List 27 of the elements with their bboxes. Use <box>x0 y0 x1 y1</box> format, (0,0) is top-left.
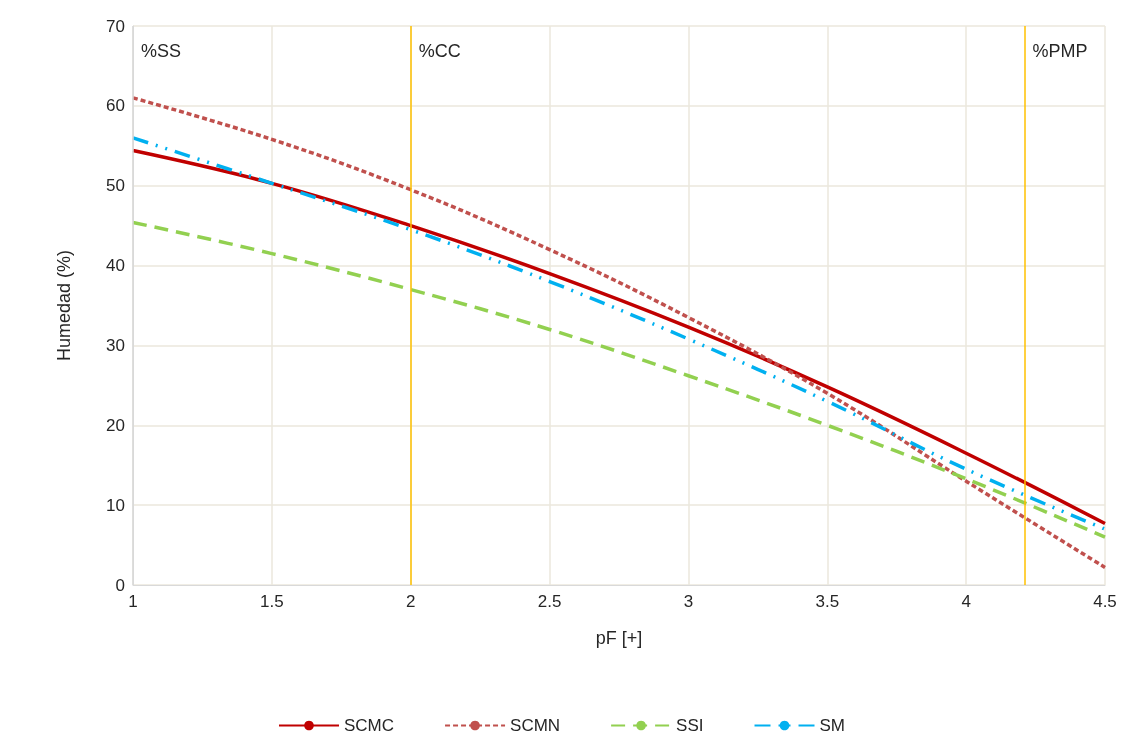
y-tick-label: 20 <box>106 415 125 435</box>
legend-label: SCMC <box>344 716 395 735</box>
y-tick-label: 30 <box>106 335 125 355</box>
x-tick-label: 3 <box>683 592 694 611</box>
y-tick-label: 0 <box>115 575 125 595</box>
ref-line-label: %PMP <box>1032 41 1088 61</box>
legend-label: SM <box>819 716 845 735</box>
legend-label: SCMN <box>510 716 561 735</box>
legend-label: SSI <box>676 716 704 735</box>
y-axis-title: Humedad (%) <box>54 249 74 362</box>
y-tick-label: 40 <box>106 256 125 276</box>
x-tick-label: 1 <box>128 592 138 611</box>
y-tick-label: 50 <box>106 176 125 196</box>
x-tick-label: 3.5 <box>815 592 840 611</box>
line-series <box>131 96 1107 570</box>
ref-line-label: %CC <box>418 41 461 61</box>
y-tick-label: 70 <box>106 16 125 36</box>
ref-line-label: %SS <box>141 41 182 61</box>
x-axis-title: pF [+] <box>595 628 643 648</box>
x-tick-label: 2.5 <box>537 592 562 611</box>
line-series <box>131 220 1107 539</box>
x-tick-label: 4.5 <box>1093 592 1117 611</box>
y-tick-label: 10 <box>106 495 125 515</box>
y-tick-label: 60 <box>106 96 125 116</box>
x-tick-label: 2 <box>405 592 416 611</box>
x-tick-label: 1.5 <box>260 592 284 611</box>
x-tick-label: 4 <box>961 592 971 611</box>
